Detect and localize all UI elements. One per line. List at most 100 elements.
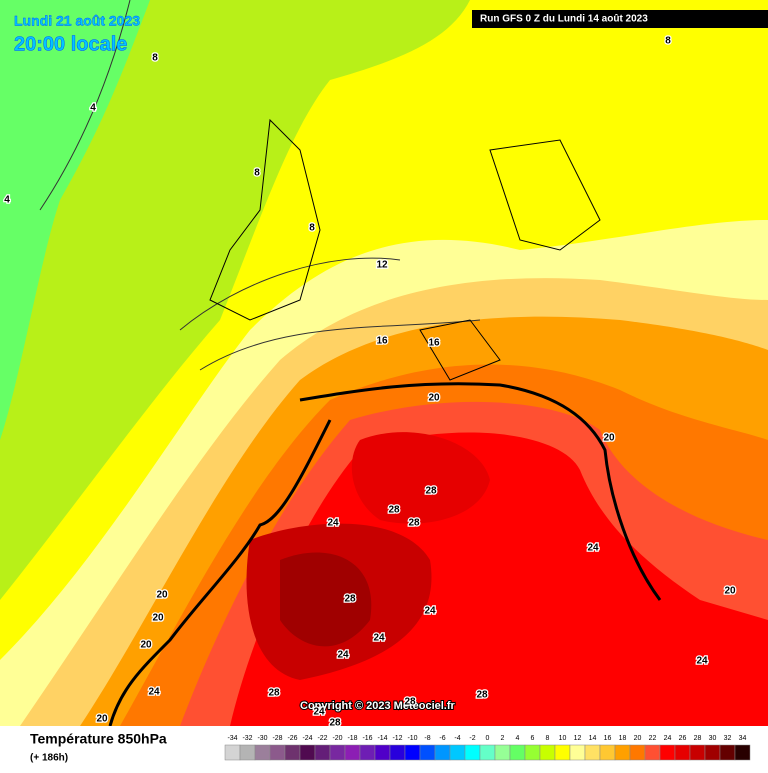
colorbar-swatch bbox=[389, 744, 406, 761]
colorbar-tick-label: 6 bbox=[531, 735, 535, 742]
contour-label: 28 bbox=[408, 518, 420, 529]
colorbar-swatch bbox=[494, 744, 511, 761]
colorbar-swatch bbox=[629, 744, 646, 761]
contour-label: 24 bbox=[696, 656, 708, 667]
contour-label: 8 bbox=[665, 36, 671, 47]
colorbar-swatch bbox=[644, 744, 661, 761]
colorbar-tick-label: 22 bbox=[649, 735, 657, 742]
colorbar-swatch bbox=[689, 744, 706, 761]
contour-label: 24 bbox=[327, 518, 339, 529]
colorbar-swatch bbox=[584, 744, 601, 761]
contour-label: 16 bbox=[376, 336, 388, 347]
contour-label: 8 bbox=[309, 223, 315, 234]
colorbar-swatch bbox=[719, 744, 736, 761]
band-26 bbox=[351, 432, 490, 524]
contour-label: 4 bbox=[90, 103, 96, 114]
band-4-6 bbox=[0, 0, 150, 440]
colorbar-tick-label: -10 bbox=[407, 735, 417, 742]
colorbar-swatch bbox=[329, 744, 346, 761]
colorbar-tick-label: -6 bbox=[439, 735, 445, 742]
contour-label: 20 bbox=[603, 433, 615, 444]
contour-label: 28 bbox=[476, 690, 488, 701]
colorbar-tick-label: -2 bbox=[469, 735, 475, 742]
band-30 bbox=[280, 552, 372, 647]
colorbar-tick-label: -22 bbox=[317, 735, 327, 742]
contour-label: 16 bbox=[428, 338, 440, 349]
colorbar-tick-label: -24 bbox=[302, 735, 312, 742]
colorbar-tick-label: -18 bbox=[347, 735, 357, 742]
contour-label: 24 bbox=[373, 633, 385, 644]
colorbar-tick-label: 18 bbox=[619, 735, 627, 742]
colorbar-tick-label: -12 bbox=[392, 735, 402, 742]
colorbar-swatch bbox=[254, 744, 271, 761]
contour-20 bbox=[108, 382, 662, 727]
contour-line bbox=[39, 0, 481, 371]
forecast-time: 20:00 locale bbox=[14, 33, 127, 55]
colorbar-tick-label: -8 bbox=[424, 735, 430, 742]
colorbar-swatch bbox=[464, 744, 481, 761]
contour-label: 24 bbox=[587, 543, 599, 554]
colorbar-tick-label: 4 bbox=[516, 735, 520, 742]
colorbar-swatch bbox=[614, 744, 631, 761]
map: Lundi 21 août 2023 20:00 locale Run GFS … bbox=[0, 0, 768, 727]
forecast-date: Lundi 21 août 2023 bbox=[14, 13, 140, 29]
colorbar-tick-label: 20 bbox=[634, 735, 642, 742]
colorbar-swatch bbox=[269, 744, 286, 761]
contour-label: 24 bbox=[337, 650, 349, 661]
colorbar-swatch bbox=[404, 744, 421, 761]
colorbar-swatch bbox=[554, 744, 571, 761]
colorbar-swatch bbox=[344, 744, 361, 761]
colorbar-tick-label: 32 bbox=[724, 735, 732, 742]
contour-label: 28 bbox=[388, 505, 400, 516]
contour-label: 28 bbox=[268, 688, 280, 699]
contour-label: 8 bbox=[254, 168, 260, 179]
colorbar: -34 -32 -30 -28 -26 -24 -22 -20 -18 -16 -14 -12 -10-… bbox=[224, 735, 751, 761]
run-banner bbox=[472, 10, 768, 28]
colorbar-swatch bbox=[284, 744, 301, 761]
colorbar-tick-label: 2 bbox=[501, 735, 505, 742]
contour-label: 20 bbox=[96, 714, 108, 725]
run-info: Run GFS 0 Z du Lundi 14 août 2023 bbox=[480, 14, 648, 25]
colorbar-swatch bbox=[314, 744, 331, 761]
contour-label: 28 bbox=[344, 594, 356, 605]
colorbar-swatch bbox=[434, 744, 451, 761]
contour-label: 20 bbox=[156, 590, 168, 601]
contour-labels: 8 4 4 8 8 8 12 16 16 20 20 28 28 28 24 24 28 20 20 20 24 24 24… bbox=[3, 34, 737, 730]
contour-label: 24 bbox=[424, 606, 436, 617]
colorbar-swatch bbox=[704, 744, 721, 761]
colorbar-tick-label: -32 bbox=[242, 735, 252, 742]
colorbar-tick-label: 28 bbox=[694, 735, 702, 742]
contour-label: 12 bbox=[376, 260, 388, 271]
colorbar-tick-label: -14 bbox=[377, 735, 387, 742]
contour-label: 24 bbox=[313, 707, 325, 718]
colorbar-swatch bbox=[419, 744, 436, 761]
colorbar-tick-label: -34 bbox=[227, 735, 237, 742]
colorbar-tick-label: 24 bbox=[664, 735, 672, 742]
colorbar-tick-label: 30 bbox=[709, 735, 717, 742]
contour-label: 24 bbox=[148, 687, 160, 698]
colorbar-tick-label: 10 bbox=[559, 735, 567, 742]
colorbar-swatch bbox=[299, 744, 316, 761]
colorbar-tick-label: -20 bbox=[332, 735, 342, 742]
colorbar-tick-label: 0 bbox=[486, 735, 490, 742]
contour-label: 4 bbox=[4, 195, 10, 206]
contour-label: 28 bbox=[404, 697, 416, 708]
colorbar-swatch bbox=[539, 744, 556, 761]
colorbar-swatch bbox=[374, 744, 391, 761]
contour-label: 20 bbox=[152, 613, 164, 624]
coastline bbox=[209, 118, 601, 381]
lead-time: (+ 186h) bbox=[30, 753, 68, 764]
colorbar-swatch bbox=[674, 744, 691, 761]
colorbar-swatch bbox=[449, 744, 466, 761]
colorbar-tick-label: -16 bbox=[362, 735, 372, 742]
colorbar-tick-label: -30 bbox=[257, 735, 267, 742]
colorbar-tick-label: 8 bbox=[546, 735, 550, 742]
contour-label: 20 bbox=[724, 586, 736, 597]
colorbar-swatch bbox=[524, 744, 541, 761]
colorbar-swatch bbox=[479, 744, 496, 761]
colorbar-swatch bbox=[569, 744, 586, 761]
legend-title: Température 850hPa bbox=[30, 731, 167, 747]
colorbar-tick-label: -28 bbox=[272, 735, 282, 742]
colorbar-tick-label: 26 bbox=[679, 735, 687, 742]
